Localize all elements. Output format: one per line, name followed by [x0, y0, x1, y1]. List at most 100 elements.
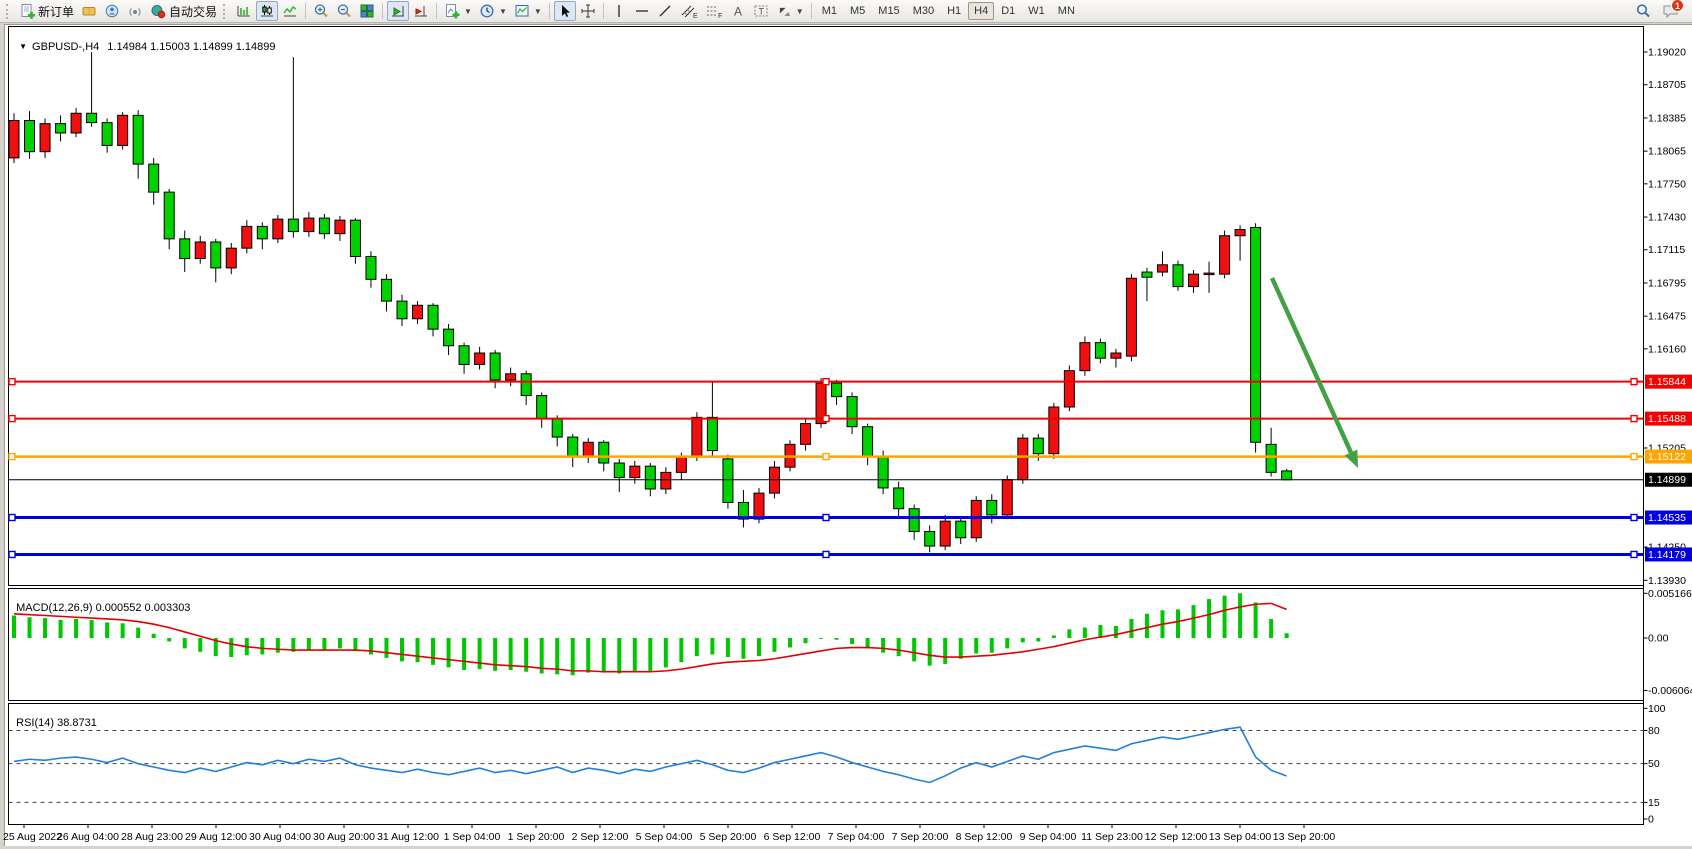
template-icon [515, 5, 529, 17]
line-handle[interactable] [1630, 550, 1638, 559]
zoom-in-button[interactable] [310, 1, 332, 21]
channel-e-glyph: E [693, 13, 698, 19]
macd-values: 0.000552 0.003303 [95, 602, 191, 614]
candle [1079, 342, 1091, 372]
candle [1141, 271, 1153, 278]
chart-shift-button[interactable] [410, 1, 432, 21]
candle [272, 218, 284, 240]
line-handle[interactable] [8, 414, 16, 423]
svg-text:-0.006064: -0.006064 [1648, 685, 1692, 697]
svg-text:50: 50 [1648, 758, 1660, 770]
candle [1203, 272, 1215, 276]
candle [986, 499, 998, 516]
line-handle[interactable] [822, 550, 830, 559]
svg-text:28 Aug 23:00: 28 Aug 23:00 [121, 831, 183, 843]
candle [722, 458, 734, 503]
tile-windows-button[interactable] [356, 1, 378, 21]
toolbar-right-group: 1 [1632, 0, 1688, 21]
toolbar-separator [382, 3, 384, 19]
cursor-button[interactable] [553, 1, 576, 21]
price-badge-1.14899 [1645, 472, 1692, 487]
tf-button-m30[interactable]: M30 [912, 5, 935, 17]
candle [691, 416, 703, 458]
dropdown-caret-icon: ▼ [533, 6, 542, 16]
line-handle[interactable] [822, 452, 830, 461]
toolbar-separator [436, 3, 438, 19]
candle [179, 238, 191, 260]
new-order-button[interactable]: 新订单 [16, 1, 77, 21]
market-watch-icon [82, 7, 96, 16]
line-handle[interactable] [8, 513, 16, 522]
candle [443, 328, 455, 347]
candle [1094, 342, 1106, 359]
autotrading-button[interactable]: 自动交易 [147, 1, 220, 21]
chart-candles-button[interactable] [256, 1, 279, 21]
crosshair-button[interactable] [577, 1, 599, 21]
text-label-button[interactable]: T [750, 1, 772, 21]
candle [644, 465, 656, 490]
indicators-button[interactable]: ▼ [441, 1, 475, 21]
quote-ohlc-label: 1.14984 1.15003 1.14899 1.14899 [107, 41, 276, 53]
line-handle[interactable] [8, 377, 16, 386]
vertical-line-button[interactable] [608, 1, 630, 21]
periods-button[interactable]: ▼ [476, 1, 510, 21]
chart-bars-button[interactable] [233, 1, 255, 21]
candle [706, 416, 718, 452]
autotrading-label: 自动交易 [169, 4, 218, 19]
candle [349, 219, 361, 257]
tf-button-m5[interactable]: M5 [850, 5, 866, 17]
svg-text:0: 0 [1648, 813, 1654, 825]
tf-button-m1[interactable]: M1 [821, 5, 837, 17]
fibonacci-button[interactable]: F [702, 1, 726, 21]
horizontal-line-button[interactable] [631, 1, 653, 21]
tf-button-h1[interactable]: H1 [947, 5, 962, 17]
tf-button-mn[interactable]: MN [1057, 5, 1075, 17]
tile-windows-icon [360, 4, 374, 18]
notifications-button[interactable]: 1 [1660, 0, 1684, 21]
line-handle[interactable] [1630, 414, 1638, 423]
line-handle[interactable] [8, 550, 16, 559]
channel-button[interactable]: E [677, 1, 701, 21]
candle [567, 436, 579, 458]
line-handle[interactable] [822, 377, 830, 386]
rsi-pane: 100 80 50 15 0 [8, 703, 1666, 825]
trendline-button[interactable] [654, 1, 676, 21]
arrow-head[interactable] [1344, 449, 1358, 468]
text-tool-icon: A [734, 5, 742, 19]
chart-line-button[interactable] [279, 1, 301, 21]
autoscroll-button[interactable] [387, 1, 410, 21]
line-handle[interactable] [8, 452, 16, 461]
text-tool-button[interactable]: A [727, 1, 749, 21]
tf-button-h4[interactable]: H4 [968, 2, 995, 20]
tf-button-d1[interactable]: D1 [1001, 5, 1016, 17]
arrows-tool-button[interactable]: ▼ [773, 1, 807, 21]
line-handle[interactable] [822, 513, 830, 522]
candle [970, 499, 982, 539]
candle [598, 441, 610, 464]
dropdown-caret-icon: ▼ [464, 6, 472, 16]
signals-button[interactable] [124, 1, 146, 21]
search-button[interactable] [1632, 1, 1654, 21]
candle [365, 255, 377, 280]
templates-button[interactable]: ▼ [511, 1, 545, 21]
candle [629, 465, 641, 479]
candle [148, 163, 160, 193]
navigator-button[interactable] [101, 1, 123, 21]
tf-button-w1[interactable]: W1 [1028, 5, 1045, 17]
market-watch-button[interactable] [78, 1, 100, 21]
line-handle[interactable] [1630, 513, 1638, 522]
svg-text:1.14535: 1.14535 [1648, 512, 1686, 524]
zoom-out-icon [337, 4, 351, 18]
svg-text:30 Aug 20:00: 30 Aug 20:00 [313, 831, 375, 843]
line-handle[interactable] [822, 414, 830, 423]
tf-button-m15[interactable]: M15 [878, 5, 900, 17]
line-handle[interactable] [1630, 452, 1638, 461]
candle [194, 241, 206, 260]
svg-text:1.16160: 1.16160 [1648, 343, 1686, 355]
candle [132, 114, 144, 165]
zoom-out-button[interactable] [333, 1, 355, 21]
symbol-dropdown-icon[interactable]: ▼ [19, 42, 28, 51]
line-handle[interactable] [1630, 377, 1638, 386]
chart-window[interactable] [4, 24, 1692, 846]
